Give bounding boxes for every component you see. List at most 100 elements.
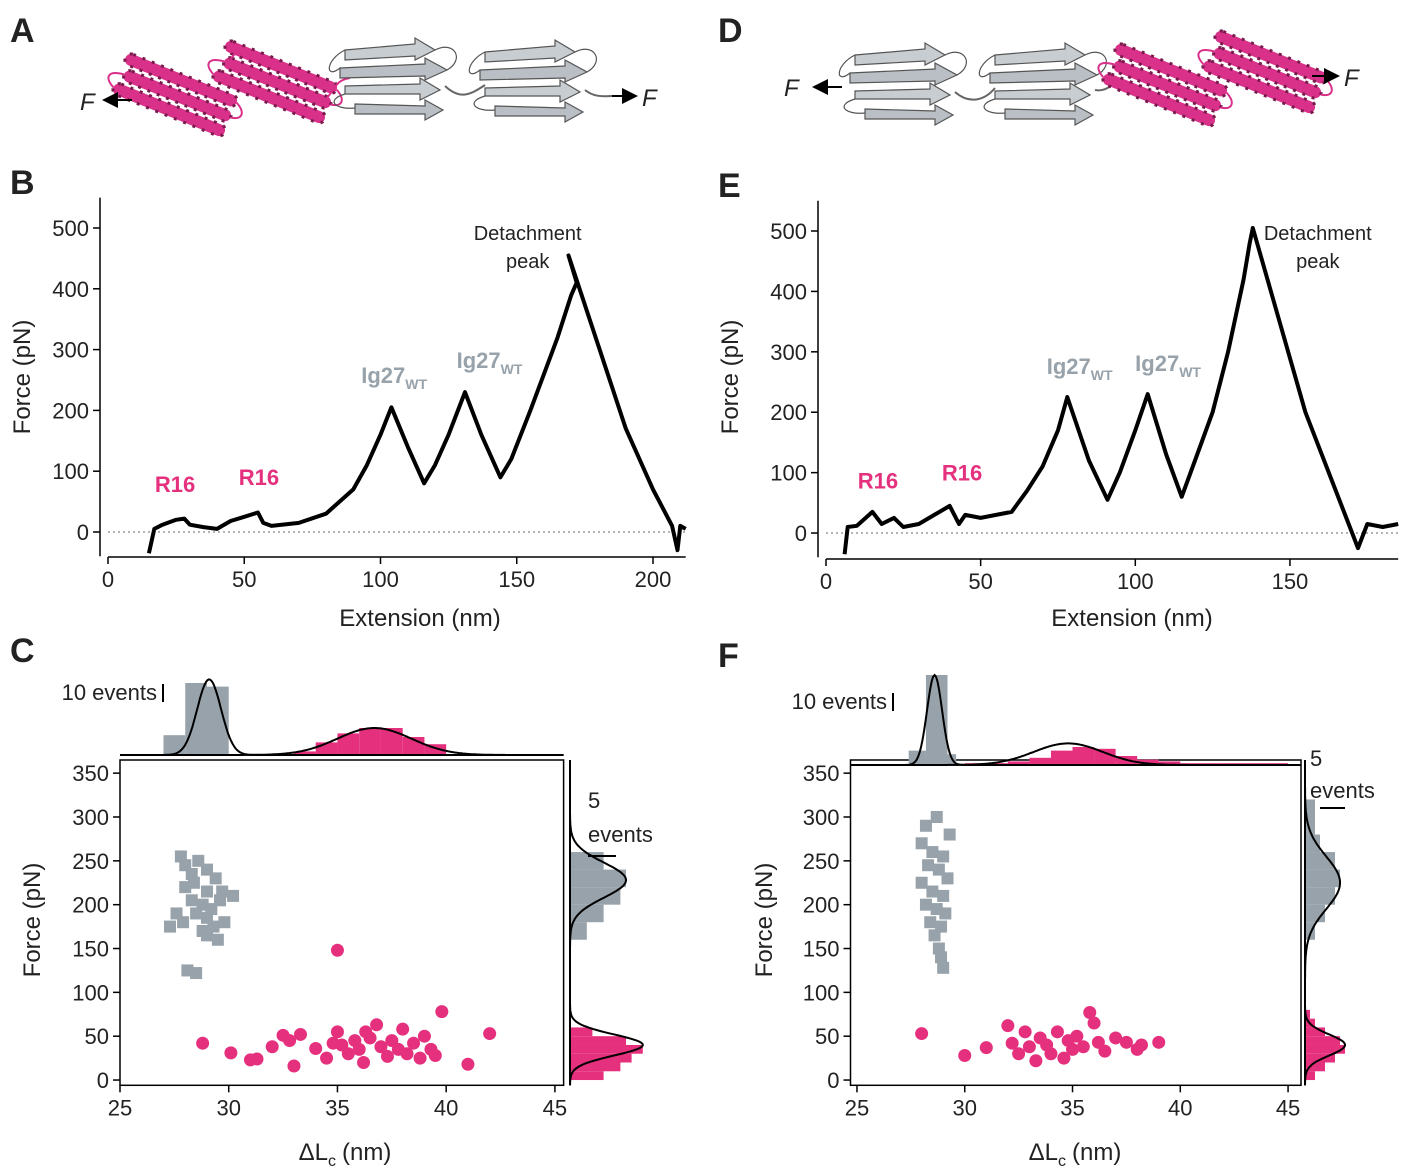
x-tick-label: 45 [1276,1095,1300,1120]
histogram-bar [570,887,621,905]
point [958,1048,972,1062]
histogram-bar [570,1071,604,1081]
y-tick-label: 0 [795,521,807,546]
point [1134,1038,1148,1052]
point [250,1052,264,1066]
histogram-bar [1305,887,1335,905]
point [1044,1047,1058,1061]
point [943,828,956,841]
point [935,951,948,964]
y-tick-label: 250 [72,849,109,874]
y-tick-label: 400 [52,277,89,302]
point [400,1047,414,1061]
point [919,898,932,911]
point [309,1041,323,1055]
y-tick-label: 100 [770,461,807,486]
chart-scatter: F Force (pN) ΔLc (nm) 0 50 100 150 200 250 300 350 2… [718,637,1375,1170]
annotation: Ig27WT [1135,351,1201,380]
point [211,933,224,946]
point [187,876,200,889]
annotation-text: Ig27 [361,363,405,388]
point [1057,1051,1071,1065]
y-tick-label: 200 [770,400,807,425]
point [265,1040,279,1054]
point [1087,1016,1101,1030]
annotation: R16 [942,460,982,485]
histogram-bar [1305,1071,1315,1081]
point [214,894,227,907]
x-tick-label: 40 [1168,1095,1192,1120]
y-tick-label: 250 [803,849,840,874]
y-tick-label: 300 [770,340,807,365]
point [941,872,954,885]
point [926,846,939,859]
point [1001,1019,1015,1033]
y-axis-label: Force (pN) [9,320,36,435]
point [937,850,950,863]
histogram-bar [1050,750,1073,765]
point [326,1036,340,1050]
histogram-bar [1094,748,1116,765]
x-tick-label: 0 [102,567,114,592]
force-label: F [642,85,658,112]
x-axis-label: Extension (nm) [339,605,500,632]
point [293,1027,307,1041]
point [196,924,209,937]
point [1005,1036,1019,1050]
x-axis-label-unit: (nm) [342,1139,391,1166]
histogram-bar [1305,816,1315,835]
point [164,920,177,933]
point [359,1025,373,1039]
x-tick-label: 35 [325,1095,349,1120]
force-curve [842,226,1399,555]
histogram-bar [1305,1009,1310,1019]
point [919,819,932,832]
histogram-bar [1305,869,1340,888]
point [435,1005,449,1019]
annotation-sub: WT [1179,364,1201,380]
histogram-bar [1305,922,1315,940]
point [928,929,941,942]
annotation-text: R16 [155,472,195,497]
panel-label: F [718,637,739,675]
y-tick-label: 400 [770,279,807,304]
point [1070,1029,1084,1043]
annotation-text: Ig27 [1047,354,1091,379]
point [924,916,937,929]
illustration-d: D F F [718,12,1360,133]
x-axis-label-unit: (nm) [1072,1139,1121,1166]
y-axis-label: Force (pN) [751,863,778,978]
point [190,907,203,920]
chart-scatter: C Force (pN) ΔLc (nm) 0 50 100 150 200 250 300 350 2… [10,632,653,1170]
point [1076,1040,1090,1054]
x-tick-label: 40 [434,1095,458,1120]
y-tick-label: 0 [97,1068,109,1093]
point [185,894,198,907]
y-tick-label: 0 [827,1068,839,1093]
point [1152,1035,1166,1049]
y-tick-label: 100 [52,459,89,484]
scale-label: 5 [1310,746,1322,771]
panel-label: D [718,12,743,50]
x-tick-label: 25 [845,1095,869,1120]
y-axis-label: Force (pN) [19,863,46,978]
point [1022,1040,1036,1054]
point [227,889,240,902]
scale-label: 10 events [792,689,887,714]
force-curve [146,253,687,554]
annotation: Ig27WT [361,363,427,392]
point [428,1048,442,1062]
y-tick-label: 150 [72,937,109,962]
point [930,810,943,823]
histogram-bar [1029,757,1051,765]
histogram-bar [1137,759,1159,765]
annotation-text: R16 [858,468,898,493]
histogram-bar [1305,1036,1340,1045]
annotation: Detachment [1264,223,1372,245]
force-label: F [1344,65,1360,92]
plot-frame [119,759,565,1087]
point [287,1059,301,1073]
y-tick-label: 100 [803,980,840,1005]
y-tick-label: 300 [72,805,109,830]
x-axis-label-sub: c [328,1153,336,1170]
